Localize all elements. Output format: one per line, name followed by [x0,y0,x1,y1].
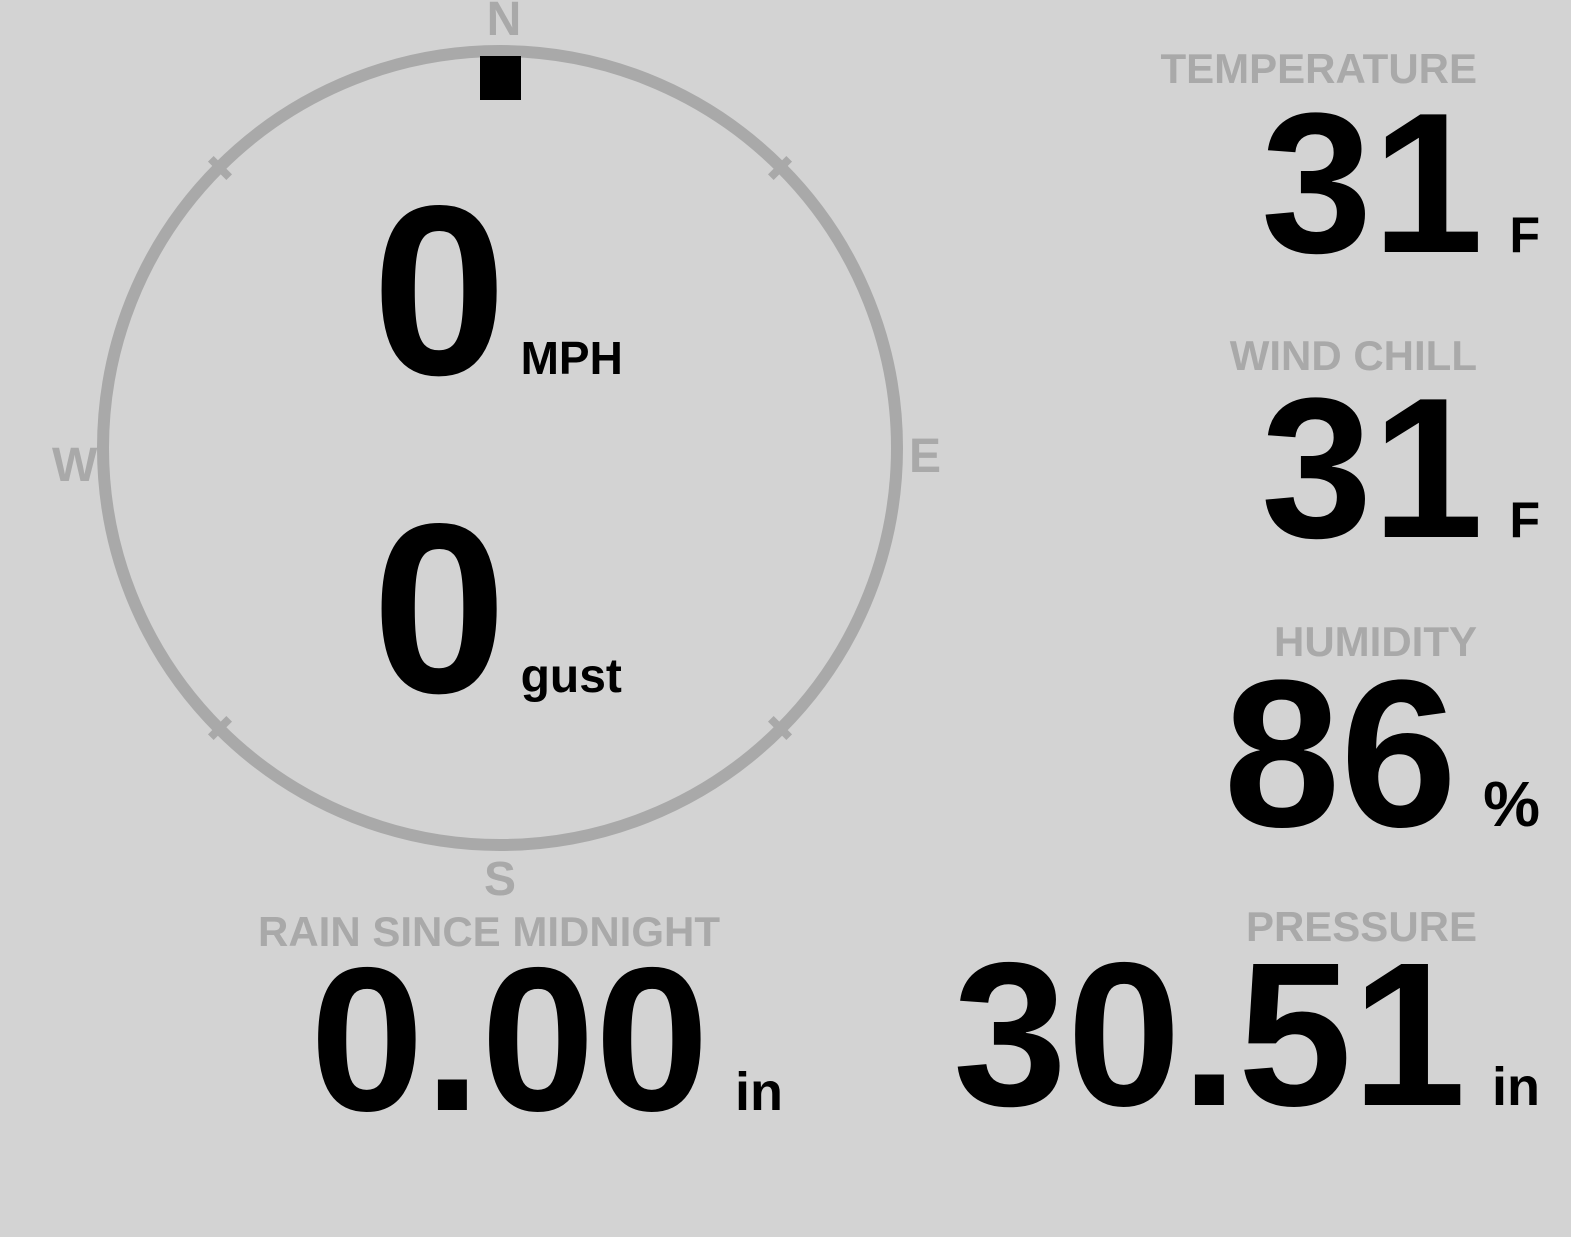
temperature-label: TEMPERATURE [1160,45,1477,92]
wind-chill-label: WIND CHILL [1229,332,1477,379]
wind-gust-unit: gust [520,650,622,703]
temperature-reading: 31 F [1261,84,1540,284]
compass-label-south: S [483,853,517,906]
humidity-label: HUMIDITY [1274,618,1477,665]
compass-label-west: W [52,439,98,492]
wind-chill-reading: 31 F [1261,369,1540,569]
compass-label-east: E [909,430,942,483]
rain-since-midnight-unit: in [735,1062,783,1122]
wind-chill-unit: F [1509,492,1540,548]
wind-direction-indicator-icon [480,56,521,100]
wind-gust: 0 gust [372,488,622,730]
pressure-label: PRESSURE [1245,903,1477,950]
rain-since-midnight-value: 0.00 [310,925,709,1154]
temperature-value: 31 [1260,72,1484,295]
wind-gust-value: 0 [372,474,507,744]
humidity-value: 86 [1223,636,1458,871]
temperature-unit: F [1509,207,1540,263]
humidity-unit: % [1483,768,1540,840]
wind-speed-value: 0 [372,156,507,426]
pressure-reading: 30.51 in [953,932,1540,1137]
rain-since-midnight-label: RAIN SINCE MIDNIGHT [258,908,720,955]
compass-label-north: N [486,0,522,46]
wind-speed-unit: MPH [520,332,623,384]
rain-since-midnight-reading: 0.00 in [310,937,783,1142]
wind-chill-value: 31 [1260,357,1484,580]
pressure-unit: in [1492,1057,1540,1117]
pressure-value: 30.51 [952,920,1466,1149]
wind-speed: 0 MPH [372,170,623,412]
humidity-reading: 86 % [1224,649,1541,859]
